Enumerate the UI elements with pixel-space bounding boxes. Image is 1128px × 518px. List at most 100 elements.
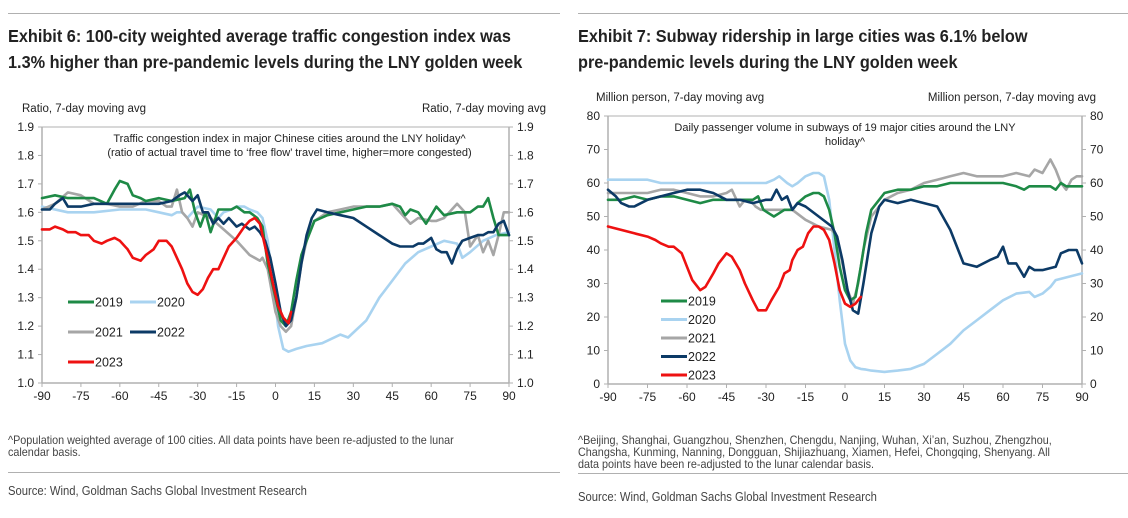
x-tick-label: 75: [1036, 390, 1050, 404]
y-tick-label-right: 1.0: [517, 376, 534, 390]
y-tick-label-right: 1.4: [517, 262, 534, 276]
legend-label-2022: 2022: [157, 326, 185, 340]
y-axis-label-left: Million person, 7-day moving avg: [596, 92, 764, 104]
y-tick-label-right: 1.3: [517, 291, 534, 305]
y-tick-label-right: 20: [1090, 310, 1104, 324]
y-tick-label-left: 10: [587, 344, 601, 358]
y-tick-label-left: 1.5: [17, 234, 34, 248]
y-tick-label-left: 1.6: [17, 205, 34, 219]
legend-label-2020: 2020: [157, 296, 185, 310]
y-tick-label-right: 70: [1090, 143, 1104, 157]
chart-title-line-2: holiday^: [825, 136, 866, 148]
x-tick-label: 15: [878, 390, 892, 404]
y-tick-label-left: 1.2: [17, 319, 34, 333]
series-line-2023: [40, 216, 293, 325]
subway-ridership-chart: Million person, 7-day moving avg Million …: [587, 92, 1104, 404]
x-tick-label: -60: [111, 389, 129, 403]
x-tick-label: -15: [228, 389, 246, 403]
y-tick-label-right: 1.2: [517, 319, 534, 333]
y-tick-label-left: 1.1: [17, 348, 34, 362]
top-divider: [8, 13, 560, 14]
y-tick-label-right: 60: [1090, 176, 1104, 190]
footnote-divider: [8, 472, 560, 473]
y-tick-label-right: 10: [1090, 344, 1104, 358]
x-tick-label: 0: [272, 389, 279, 403]
y-tick-label-right: 0: [1090, 377, 1097, 391]
legend-label-2021: 2021: [688, 332, 716, 346]
x-tick-label: 90: [1075, 390, 1089, 404]
y-tick-label-left: 1.8: [17, 148, 34, 162]
x-tick-label: 30: [917, 390, 931, 404]
y-tick-label-left: 70: [587, 143, 601, 157]
x-tick-label: -75: [639, 390, 657, 404]
y-tick-label-right: 1.7: [517, 177, 534, 191]
y-tick-label-left: 20: [587, 310, 601, 324]
chart-title: Traffic congestion index in major Chines…: [113, 133, 466, 145]
y-tick-label-left: 0: [593, 377, 600, 391]
x-tick-label: -30: [189, 389, 207, 403]
exhibit-6-panel: Exhibit 6: 100-city weighted average tra…: [0, 0, 560, 518]
x-tick-label: 75: [463, 389, 477, 403]
y-tick-label-left: 60: [587, 176, 601, 190]
y-tick-label-right: 50: [1090, 210, 1104, 224]
title-line-1: Exhibit 7: Subway ridership in large cit…: [578, 26, 1028, 46]
y-tick-label-right: 1.5: [517, 234, 534, 248]
series-line-2022: [606, 188, 1084, 315]
chart-title: Daily passenger volume in subways of 19 …: [674, 122, 1016, 134]
y-tick-label-left: 40: [587, 243, 601, 257]
x-tick-label: -90: [33, 389, 51, 403]
footnote-line: ^Beijing, Shanghai, Guangzhou, Shenzhen,…: [578, 433, 1052, 447]
x-tick-label: -15: [797, 390, 815, 404]
x-tick-label: -60: [678, 390, 696, 404]
exhibit-6-title: Exhibit 6: 100-city weighted average tra…: [8, 23, 522, 75]
footnote-line: ^Population weighted average of 100 citi…: [8, 433, 454, 447]
x-tick-label: -90: [599, 390, 617, 404]
y-tick-label-right: 1.9: [517, 120, 534, 134]
legend-label-2022: 2022: [688, 350, 716, 364]
y-tick-label-right: 80: [1090, 109, 1104, 123]
y-tick-label-left: 1.7: [17, 177, 34, 191]
y-tick-label-right: 1.8: [517, 148, 534, 162]
y-tick-label-right: 1.6: [517, 205, 534, 219]
legend-label-2021: 2021: [95, 326, 123, 340]
title-line-1: Exhibit 6: 100-city weighted average tra…: [8, 26, 511, 46]
y-tick-label-left: 50: [587, 210, 601, 224]
y-tick-label-left: 1.3: [17, 291, 34, 305]
x-tick-label: -45: [718, 390, 736, 404]
y-tick-label-left: 80: [587, 109, 601, 123]
x-tick-label: 90: [502, 389, 516, 403]
series-line-2021: [40, 188, 511, 334]
x-tick-label: -75: [72, 389, 90, 403]
top-divider: [578, 13, 1128, 14]
legend-label-2023: 2023: [95, 356, 123, 370]
x-tick-label: 15: [308, 389, 322, 403]
legend-label-2019: 2019: [95, 296, 123, 310]
y-tick-label-right: 30: [1090, 277, 1104, 291]
source-note: Source: Wind, Goldman Sachs Global Inves…: [8, 484, 307, 498]
legend-label-2020: 2020: [688, 313, 716, 327]
y-tick-label-right: 40: [1090, 243, 1104, 257]
y-tick-label-left: 1.9: [17, 120, 34, 134]
footnote-line: Changsha, Kunming, Nanning, Dongguan, Sh…: [578, 445, 1050, 459]
chart-subtitle: (ratio of actual travel time to ‘free fl…: [107, 147, 471, 159]
traffic-congestion-chart: Ratio, 7-day moving avg Ratio, 7-day movi…: [17, 103, 546, 403]
title-line-2: pre-pandemic levels during the LNY golde…: [578, 52, 958, 72]
x-tick-label: -30: [757, 390, 775, 404]
y-tick-label-left: 1.0: [17, 376, 34, 390]
exhibit-7-title: Exhibit 7: Subway ridership in large cit…: [578, 23, 1028, 75]
y-tick-label-left: 1.4: [17, 262, 34, 276]
footnote-line: calendar basis.: [8, 445, 81, 459]
x-tick-label: -45: [150, 389, 168, 403]
series-line-2023: [606, 225, 863, 312]
x-tick-label: 45: [386, 389, 400, 403]
y-tick-label-left: 30: [587, 277, 601, 291]
footnote-line: data points have been re-adjusted to the…: [578, 457, 875, 471]
title-line-2: 1.3% higher than pre-pandemic levels dur…: [8, 52, 523, 72]
x-tick-label: 60: [996, 390, 1010, 404]
series-line-2020: [606, 171, 1084, 374]
y-tick-label-right: 1.1: [517, 348, 534, 362]
footnote-divider: [578, 473, 1128, 474]
x-tick-label: 60: [424, 389, 438, 403]
exhibit-6-footnote: ^Population weighted average of 100 citi…: [8, 434, 454, 458]
x-tick-label: 30: [347, 389, 361, 403]
